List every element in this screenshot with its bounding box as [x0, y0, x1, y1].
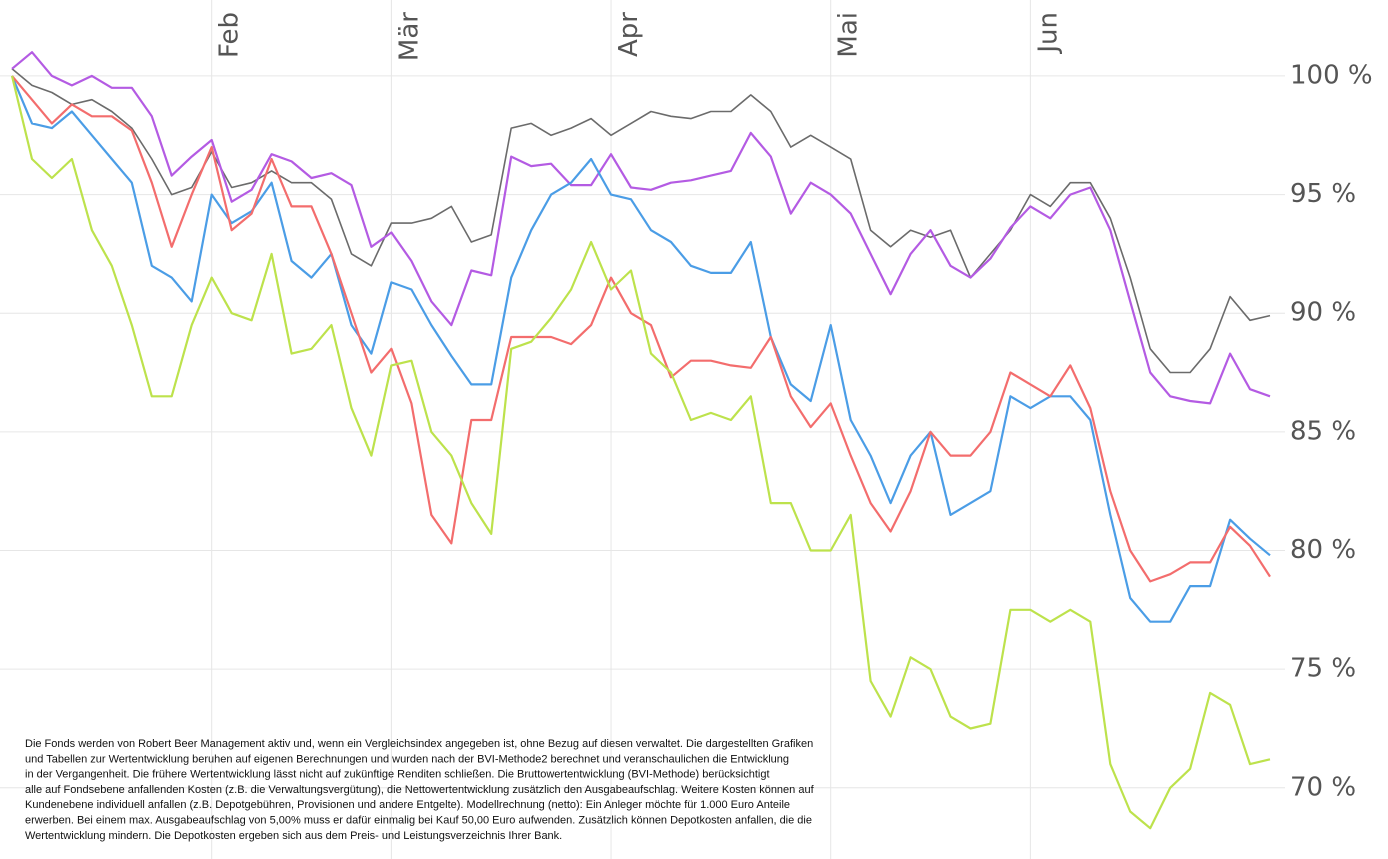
- annotation-line: Wertentwicklung mindern. Die Depotkosten…: [25, 830, 562, 842]
- y-tick-label: 85 %: [1290, 416, 1356, 446]
- series-line: [10, 75, 1271, 623]
- annotation-line: Die Fonds werden von Robert Beer Managem…: [25, 738, 813, 750]
- series-line: [11, 75, 1271, 583]
- annotation-line: in der Vergangenheit. Die frühere Werten…: [25, 769, 770, 781]
- annotation-line: und Tabellen zur Wertentwicklung beruhen…: [25, 753, 789, 765]
- x-tick-label: Mai: [834, 12, 864, 58]
- annotation-line: erwerben. Bei einem max. Ausgabeaufschla…: [25, 815, 812, 827]
- y-tick-label: 90 %: [1290, 298, 1356, 328]
- y-tick-label: 75 %: [1290, 654, 1356, 684]
- x-tick-label: Mär: [394, 12, 424, 61]
- y-tick-label: 100 %: [1290, 60, 1373, 90]
- y-tick-label: 70 %: [1290, 772, 1356, 802]
- annotation-line: alle auf Fondsebene anfallenden Kosten (…: [25, 784, 815, 796]
- y-tick-label: 80 %: [1290, 535, 1356, 565]
- x-tick-label: Feb: [215, 12, 245, 58]
- y-tick-label: 95 %: [1290, 179, 1356, 209]
- series-line: [11, 68, 1271, 374]
- series-line: [10, 75, 1271, 830]
- series-line: [11, 51, 1271, 405]
- x-tick-label: Jun: [1033, 12, 1063, 55]
- x-tick-label: Apr: [614, 12, 644, 57]
- annotation-line: Kundenebene individuell anfallen (z.B. D…: [25, 799, 790, 811]
